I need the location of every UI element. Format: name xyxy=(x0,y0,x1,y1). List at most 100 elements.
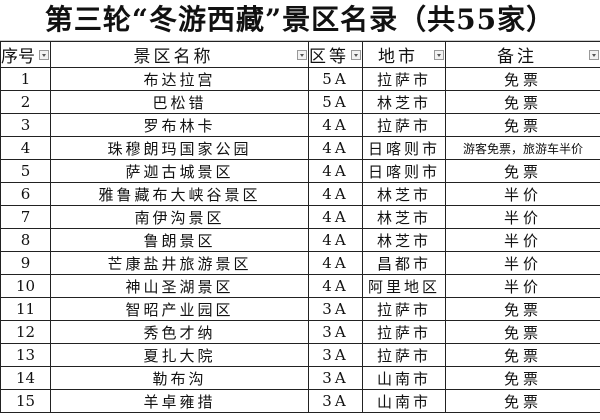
cell-seq[interactable]: 1 xyxy=(0,67,51,91)
cell-note[interactable]: 半价 xyxy=(445,251,600,275)
cell-grade[interactable]: 5A xyxy=(308,67,363,91)
cell-seq[interactable]: 4 xyxy=(0,136,51,160)
filter-dropdown-icon[interactable] xyxy=(434,49,444,60)
cell-name[interactable]: 布达拉宫 xyxy=(50,67,309,91)
column-header-grade: 区等 xyxy=(308,41,363,68)
filter-dropdown-icon[interactable] xyxy=(39,49,49,60)
table-row: 15 羊卓雍措 3A 山南市 免票 xyxy=(0,389,600,413)
cell-name[interactable]: 南伊沟景区 xyxy=(50,205,309,229)
filter-dropdown-icon[interactable] xyxy=(297,49,307,60)
column-header-label: 区等 xyxy=(309,47,349,67)
cell-note[interactable]: 免票 xyxy=(445,90,600,114)
cell-name[interactable]: 勒布沟 xyxy=(50,366,309,390)
cell-seq[interactable]: 11 xyxy=(0,297,51,321)
cell-name[interactable]: 神山圣湖景区 xyxy=(50,274,309,298)
cell-seq[interactable]: 12 xyxy=(0,320,51,344)
cell-grade[interactable]: 3A xyxy=(308,297,363,321)
cell-seq[interactable]: 13 xyxy=(0,343,51,367)
sheet-title: 第三轮“冬游西藏”景区名录（共55家） xyxy=(0,0,600,41)
column-header-name: 景区名称 xyxy=(50,41,309,68)
column-header-label: 景区名称 xyxy=(133,47,214,67)
cell-grade[interactable]: 3A xyxy=(308,320,363,344)
cell-name[interactable]: 珠穆朗玛国家公园 xyxy=(50,136,309,160)
cell-city[interactable]: 日喀则市 xyxy=(362,136,446,160)
cell-note[interactable]: 半价 xyxy=(445,228,600,252)
column-header-label: 地市 xyxy=(378,47,418,67)
cell-seq[interactable]: 15 xyxy=(0,389,51,413)
cell-city[interactable]: 拉萨市 xyxy=(362,343,446,367)
cell-city[interactable]: 日喀则市 xyxy=(362,159,446,183)
cell-note[interactable]: 半价 xyxy=(445,274,600,298)
cell-note[interactable]: 免票 xyxy=(445,320,600,344)
scenic-spot-table: 序号 景区名称 区等 地市 备注 1 布达拉宫 5A 拉萨市 免票 2 巴松错 5A 林芝市 免票 3 罗布林… xyxy=(0,41,600,413)
cell-grade[interactable]: 4A xyxy=(308,159,363,183)
column-header-label: 序号 xyxy=(1,47,36,67)
cell-grade[interactable]: 4A xyxy=(308,274,363,298)
cell-note[interactable]: 免票 xyxy=(445,343,600,367)
cell-note[interactable]: 免票 xyxy=(445,159,600,183)
cell-grade[interactable]: 4A xyxy=(308,113,363,137)
cell-note[interactable]: 游客免票，旅游车半价 xyxy=(445,136,600,160)
cell-note[interactable]: 免票 xyxy=(445,389,600,413)
cell-grade[interactable]: 4A xyxy=(308,251,363,275)
cell-seq[interactable]: 5 xyxy=(0,159,51,183)
table-row: 1 布达拉宫 5A 拉萨市 免票 xyxy=(0,67,600,91)
cell-grade[interactable]: 4A xyxy=(308,205,363,229)
cell-seq[interactable]: 7 xyxy=(0,205,51,229)
cell-city[interactable]: 山南市 xyxy=(362,366,446,390)
table-row: 3 罗布林卡 4A 拉萨市 免票 xyxy=(0,113,600,137)
table-row: 5 萨迦古城景区 4A 日喀则市 免票 xyxy=(0,159,600,183)
cell-grade[interactable]: 3A xyxy=(308,389,363,413)
cell-note[interactable]: 免票 xyxy=(445,366,600,390)
cell-city[interactable]: 昌都市 xyxy=(362,251,446,275)
table-row: 2 巴松错 5A 林芝市 免票 xyxy=(0,90,600,114)
cell-grade[interactable]: 4A xyxy=(308,136,363,160)
header-row: 序号 景区名称 区等 地市 备注 xyxy=(0,41,600,68)
cell-name[interactable]: 羊卓雍措 xyxy=(50,389,309,413)
cell-seq[interactable]: 3 xyxy=(0,113,51,137)
cell-city[interactable]: 拉萨市 xyxy=(362,320,446,344)
cell-city[interactable]: 山南市 xyxy=(362,389,446,413)
cell-name[interactable]: 巴松错 xyxy=(50,90,309,114)
cell-note[interactable]: 免票 xyxy=(445,67,600,91)
cell-name[interactable]: 芒康盐井旅游景区 xyxy=(50,251,309,275)
cell-city[interactable]: 拉萨市 xyxy=(362,67,446,91)
cell-note[interactable]: 半价 xyxy=(445,182,600,206)
cell-name[interactable]: 鲁朗景区 xyxy=(50,228,309,252)
cell-seq[interactable]: 6 xyxy=(0,182,51,206)
cell-note[interactable]: 免票 xyxy=(445,113,600,137)
cell-name[interactable]: 雅鲁藏布大峡谷景区 xyxy=(50,182,309,206)
cell-name[interactable]: 罗布林卡 xyxy=(50,113,309,137)
cell-seq[interactable]: 14 xyxy=(0,366,51,390)
cell-grade[interactable]: 3A xyxy=(308,343,363,367)
cell-grade[interactable]: 4A xyxy=(308,182,363,206)
cell-seq[interactable]: 8 xyxy=(0,228,51,252)
table-row: 11 智昭产业园区 3A 拉萨市 免票 xyxy=(0,297,600,321)
cell-name[interactable]: 秀色才纳 xyxy=(50,320,309,344)
cell-grade[interactable]: 4A xyxy=(308,228,363,252)
cell-note[interactable]: 半价 xyxy=(445,205,600,229)
table-row: 10 神山圣湖景区 4A 阿里地区 半价 xyxy=(0,274,600,298)
column-header-note: 备注 xyxy=(445,41,600,68)
cell-city[interactable]: 林芝市 xyxy=(362,182,446,206)
cell-name[interactable]: 夏扎大院 xyxy=(50,343,309,367)
cell-seq[interactable]: 2 xyxy=(0,90,51,114)
cell-name[interactable]: 智昭产业园区 xyxy=(50,297,309,321)
cell-city[interactable]: 林芝市 xyxy=(362,228,446,252)
cell-name[interactable]: 萨迦古城景区 xyxy=(50,159,309,183)
cell-city[interactable]: 林芝市 xyxy=(362,90,446,114)
cell-grade[interactable]: 3A xyxy=(308,366,363,390)
cell-city[interactable]: 阿里地区 xyxy=(362,274,446,298)
filter-dropdown-icon[interactable] xyxy=(351,49,361,60)
cell-city[interactable]: 林芝市 xyxy=(362,205,446,229)
column-header-city: 地市 xyxy=(362,41,446,68)
cell-city[interactable]: 拉萨市 xyxy=(362,297,446,321)
table-row: 13 夏扎大院 3A 拉萨市 免票 xyxy=(0,343,600,367)
filter-dropdown-icon[interactable] xyxy=(589,49,599,60)
table-row: 4 珠穆朗玛国家公园 4A 日喀则市 游客免票，旅游车半价 xyxy=(0,136,600,160)
cell-city[interactable]: 拉萨市 xyxy=(362,113,446,137)
cell-seq[interactable]: 9 xyxy=(0,251,51,275)
cell-grade[interactable]: 5A xyxy=(308,90,363,114)
cell-note[interactable]: 免票 xyxy=(445,297,600,321)
cell-seq[interactable]: 10 xyxy=(0,274,51,298)
